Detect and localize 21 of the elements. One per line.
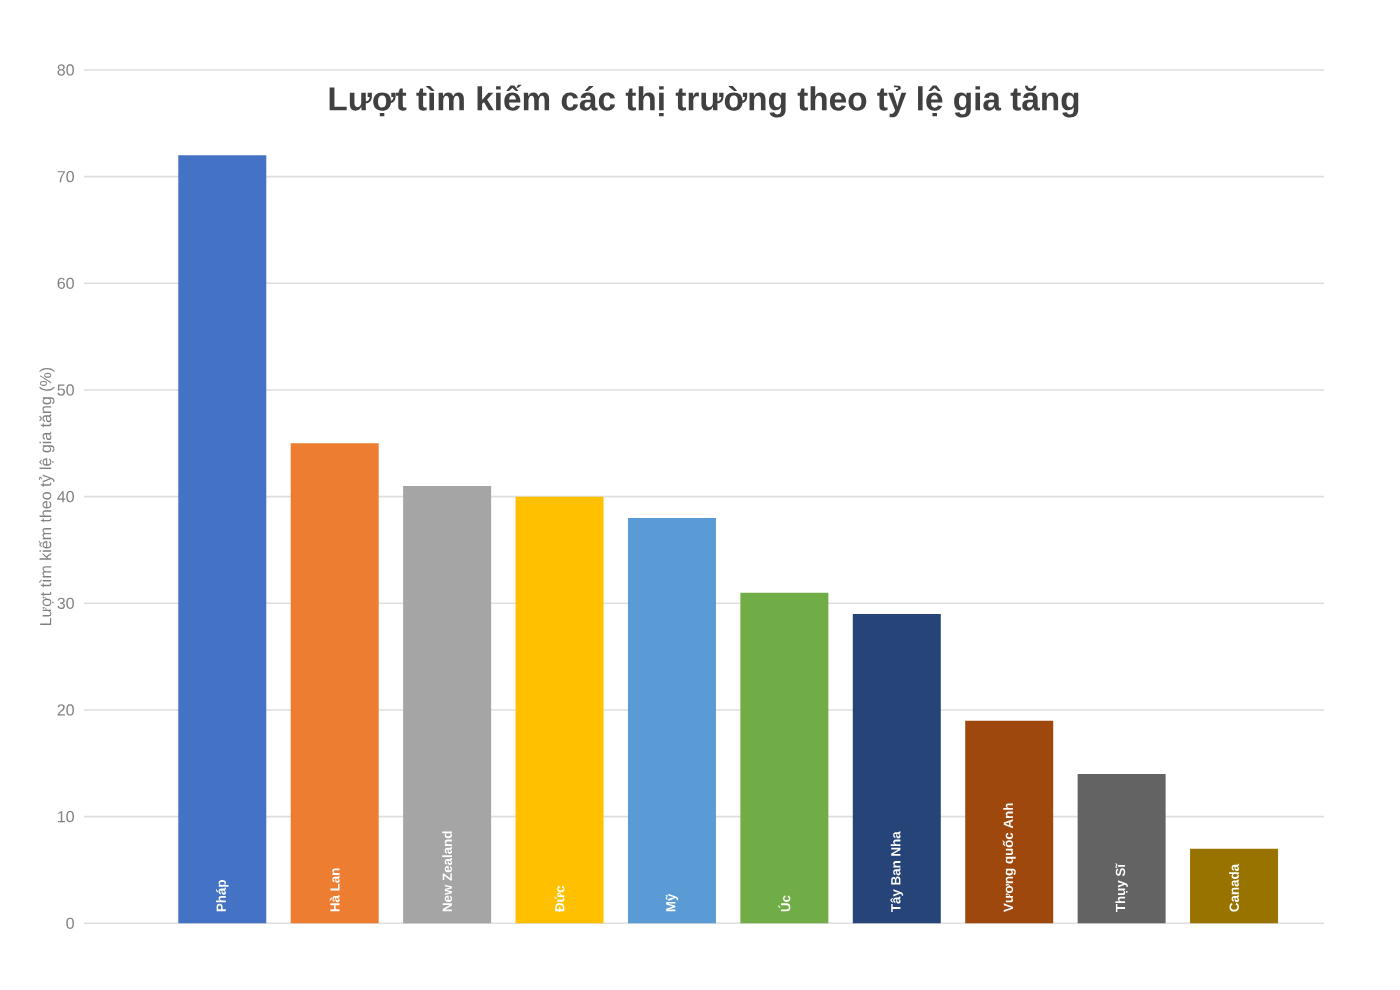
y-tick-label: 80: [57, 64, 74, 76]
y-tick-label: 50: [57, 384, 74, 396]
bar: [403, 485, 492, 924]
y-tick-label: 60: [57, 277, 74, 289]
bar: [515, 496, 604, 924]
y-tick-label: 40: [57, 490, 74, 503]
y-tick-label: 30: [57, 597, 74, 609]
y-tick-label: 10: [58, 810, 74, 823]
bar: [290, 443, 379, 924]
y-tick-label: 70: [57, 171, 74, 183]
bar: [1077, 773, 1166, 924]
bar: [1190, 848, 1279, 924]
chart-title: Lượt tìm kiếm các thị trường theo tỷ lệ gia tăng: [329, 84, 1079, 118]
y-tick-label: 20: [57, 704, 74, 716]
y-axis-title: Lượt tìm kiếm theo tỷ lệ gia tăng (%): [38, 367, 55, 626]
y-tick-label: 0: [66, 917, 74, 929]
bar: [740, 592, 829, 924]
bar: [965, 720, 1054, 924]
bar: [852, 613, 941, 924]
bar: [627, 517, 716, 924]
bar: [178, 155, 267, 924]
